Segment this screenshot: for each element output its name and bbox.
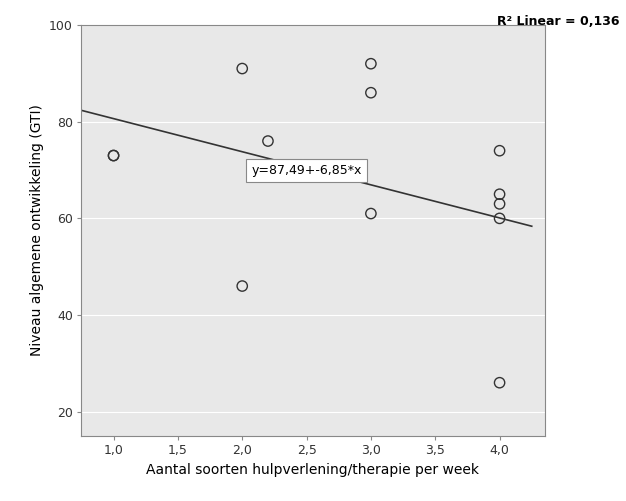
Point xyxy=(366,60,376,68)
Point xyxy=(366,209,376,217)
Point xyxy=(263,137,273,145)
Point xyxy=(495,147,505,155)
Text: y=87,49+-6,85*x: y=87,49+-6,85*x xyxy=(252,163,362,176)
Point xyxy=(237,282,247,290)
Point xyxy=(495,200,505,208)
X-axis label: Aantal soorten hulpverlening/therapie per week: Aantal soorten hulpverlening/therapie pe… xyxy=(146,463,480,477)
Point xyxy=(108,151,118,159)
Point xyxy=(495,379,505,387)
Text: R² Linear = 0,136: R² Linear = 0,136 xyxy=(497,15,620,28)
Point xyxy=(237,65,247,73)
Y-axis label: Niveau algemene ontwikkeling (GTI): Niveau algemene ontwikkeling (GTI) xyxy=(29,105,44,356)
Point xyxy=(495,190,505,198)
Point xyxy=(108,151,118,159)
Point xyxy=(366,89,376,97)
Point xyxy=(495,214,505,222)
